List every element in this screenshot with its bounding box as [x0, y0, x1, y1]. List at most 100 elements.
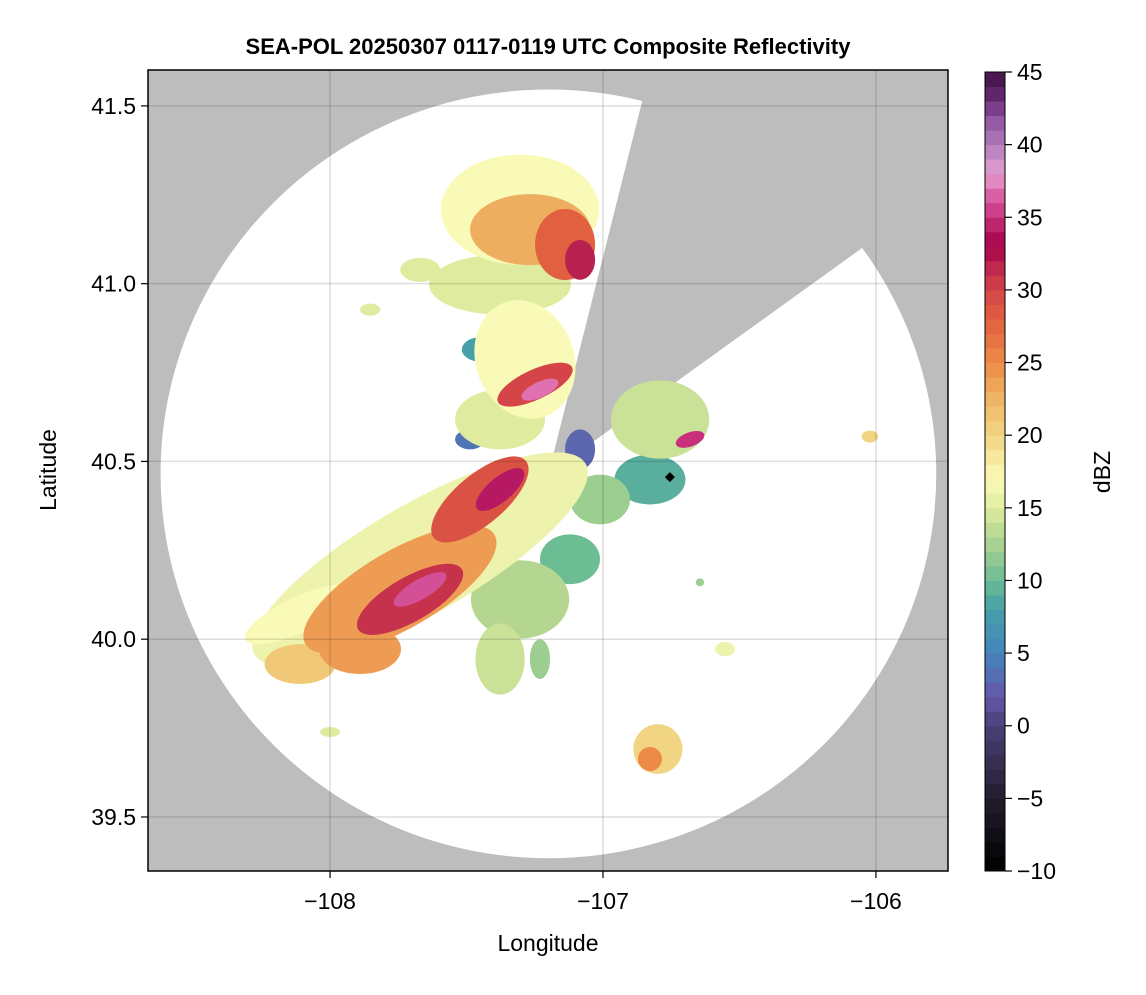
- colorbar-bin: [985, 696, 1005, 712]
- colorbar-bin: [985, 754, 1005, 770]
- colorbar-bin: [985, 536, 1005, 552]
- colorbar-bin: [985, 318, 1005, 334]
- echo-cell: [319, 624, 402, 675]
- y-tick-label: 40.5: [91, 448, 136, 474]
- echo-cells: [245, 154, 879, 774]
- colorbar-bin: [985, 435, 1005, 451]
- colorbar-bin: [985, 565, 1005, 581]
- echo-cell: [521, 378, 559, 401]
- echo-cell: [610, 380, 710, 459]
- colorbar-bin: [985, 856, 1005, 872]
- echo-cell: [429, 254, 572, 315]
- colorbar-bin: [985, 841, 1005, 857]
- colorbar-tick-label: 15: [1017, 495, 1043, 521]
- colorbar-bin: [985, 86, 1005, 102]
- colorbar-bin: [985, 202, 1005, 218]
- colorbar-tick-label: 45: [1017, 59, 1043, 85]
- colorbar-bin: [985, 260, 1005, 276]
- colorbar-bin: [985, 217, 1005, 233]
- x-tick-label: −107: [577, 888, 629, 914]
- colorbar-bin: [985, 551, 1005, 567]
- colorbar-bin: [985, 304, 1005, 320]
- colorbar: −10 −5 0 5 10 15 20 25 30 35 40 45: [984, 59, 1056, 884]
- y-axis: 39.5 40.0 40.5 41.0 41.5: [91, 93, 148, 830]
- colorbar-bin: [985, 653, 1005, 669]
- colorbar-bin: [985, 348, 1005, 364]
- echo-cell: [569, 474, 631, 525]
- colorbar-bin: [985, 333, 1005, 349]
- echo-cell: [637, 746, 662, 772]
- colorbar-bin: [985, 769, 1005, 785]
- echo-cell: [400, 257, 441, 282]
- echo-cell: [614, 454, 686, 505]
- plot-frame: [147, 69, 949, 872]
- colorbar-bin: [985, 159, 1005, 175]
- colorbar-tick-label: 0: [1017, 713, 1030, 739]
- plot-area: [148, 70, 948, 871]
- colorbar-tick-label: 30: [1017, 277, 1043, 303]
- colorbar-bin: [985, 594, 1005, 611]
- echo-cell: [470, 560, 570, 639]
- y-tick-label: 40.0: [91, 626, 136, 652]
- colorbar-bin: [985, 289, 1005, 305]
- colorbar-tick-label: 25: [1017, 350, 1043, 376]
- echo-cell: [475, 468, 525, 511]
- colorbar-bin: [985, 580, 1005, 596]
- colorbar-bin: [985, 406, 1005, 422]
- colorbar-tick-label: 35: [1017, 204, 1043, 230]
- colorbar-bin: [985, 711, 1005, 727]
- colorbar-bin: [985, 493, 1005, 509]
- blocked-sector: [548, 70, 948, 474]
- colorbar-bin: [985, 173, 1005, 189]
- y-tick-label: 41.5: [91, 93, 136, 119]
- echo-cell: [539, 534, 600, 585]
- x-tick-label: −106: [850, 888, 902, 914]
- colorbar-label: dBZ: [1089, 451, 1115, 493]
- colorbar-bin: [985, 115, 1005, 131]
- colorbar-bin: [985, 275, 1005, 291]
- colorbar-tick-label: −5: [1017, 785, 1043, 811]
- x-tick-label: −108: [304, 888, 356, 914]
- colorbar-bin: [985, 798, 1005, 814]
- echo-cell: [319, 727, 341, 737]
- colorbar-bin: [985, 667, 1005, 683]
- chart-title: SEA-POL 20250307 0117-0119 UTC Composite…: [246, 34, 852, 59]
- grid-lines: [148, 70, 948, 871]
- colorbar-bin: [985, 478, 1005, 494]
- colorbar-bin: [985, 609, 1005, 625]
- colorbar-tick-label: −10: [1017, 858, 1056, 884]
- echo-cell: [675, 430, 705, 448]
- colorbar-bin: [985, 638, 1005, 654]
- colorbar-frame: [984, 71, 1006, 872]
- echo-cell: [695, 578, 704, 587]
- colorbar-bin: [985, 740, 1005, 756]
- colorbar-bin: [985, 144, 1005, 160]
- colorbar-bin: [985, 188, 1005, 204]
- colorbar-bin: [985, 72, 1005, 88]
- echo-cell: [565, 239, 596, 280]
- colorbar-bin: [985, 464, 1005, 480]
- colorbar-tick-label: 20: [1017, 422, 1043, 448]
- colorbar-bin: [985, 725, 1005, 741]
- colorbar-bin: [985, 682, 1005, 698]
- colorbar-bin: [985, 827, 1005, 843]
- colorbar-bin: [985, 391, 1005, 407]
- y-tick-label: 39.5: [91, 804, 136, 830]
- colorbar-bin: [985, 377, 1005, 393]
- colorbar-bin: [985, 246, 1005, 262]
- echo-cell: [475, 623, 525, 695]
- colorbar-bin: [985, 783, 1005, 799]
- x-axis-label: Longitude: [497, 930, 598, 956]
- y-tick-label: 41.0: [91, 271, 136, 297]
- colorbar-bin: [985, 420, 1005, 436]
- colorbar-bin: [985, 130, 1005, 146]
- y-axis-label: Latitude: [35, 429, 61, 511]
- colorbar-tick-label: 5: [1017, 640, 1030, 666]
- colorbar-bin: [985, 522, 1005, 538]
- colorbar-bin: [985, 101, 1005, 117]
- colorbar-tick-label: 10: [1017, 567, 1043, 593]
- echo-cell: [360, 303, 381, 316]
- echo-cell: [529, 639, 551, 680]
- colorbar-bin: [985, 362, 1005, 378]
- x-axis: −108 −107 −106: [304, 871, 902, 914]
